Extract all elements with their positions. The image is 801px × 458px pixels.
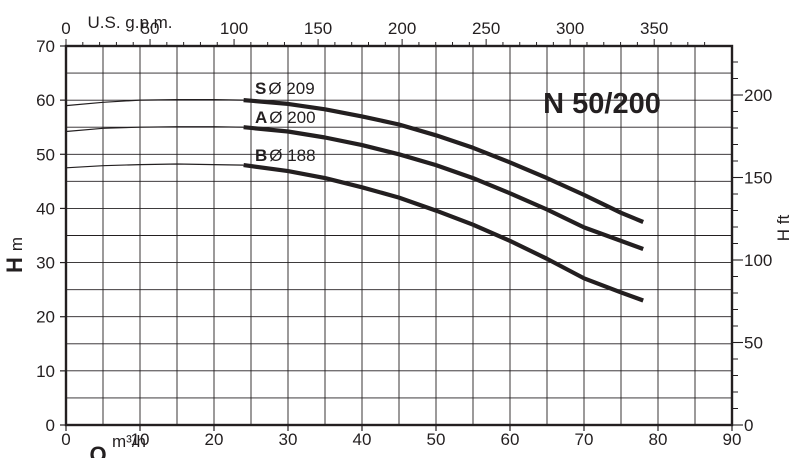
x-tick-label: 60: [501, 430, 520, 449]
y-tick-label: 40: [36, 199, 55, 218]
curve-label-letter: B: [255, 146, 267, 165]
right-tick-label: 100: [744, 251, 772, 270]
plot-frame: [60, 39, 743, 431]
model-title: N 50/200: [543, 88, 661, 120]
x-tick-label: 70: [575, 430, 594, 449]
top-axis-title: U.S. g.p.m.: [87, 13, 172, 32]
curve-label-letter: A: [255, 108, 267, 127]
right-tick-label: 0: [744, 416, 753, 435]
x-tick-label: 90: [723, 430, 742, 449]
x-tick-label: 80: [649, 430, 668, 449]
right-axis-title: H ft: [774, 215, 793, 242]
right-tick-label: 200: [744, 86, 772, 105]
x-axis-title-unit: m³/h: [112, 432, 146, 451]
series-a: [65, 125, 644, 251]
top-tick-label: 350: [640, 19, 668, 38]
curve-label-diameter: Ø 209: [268, 79, 314, 98]
left-axis-title-main: H: [2, 257, 27, 273]
top-tick-label: 50: [141, 19, 160, 38]
x-tick-label: 20: [205, 430, 224, 449]
y-tick-label: 0: [46, 416, 55, 435]
series-b: [65, 163, 644, 303]
y-tick-label: 30: [36, 254, 55, 273]
x-tick-label: 0: [61, 430, 70, 449]
x-tick-label: 40: [353, 430, 372, 449]
curve-label-diameter: Ø 188: [269, 146, 315, 165]
x-tick-label: 30: [279, 430, 298, 449]
curve-s-extrapolated: [65, 98, 244, 107]
y-tick-label: 70: [36, 37, 55, 56]
curve-label-diameter: Ø 200: [269, 108, 315, 127]
y-tick-label: 20: [36, 308, 55, 327]
plot-border: [64, 44, 734, 427]
y-tick-label: 60: [36, 91, 55, 110]
right-tick-label: 150: [744, 169, 772, 188]
top-tick-label: 200: [388, 19, 416, 38]
y-tick-label: 10: [36, 362, 55, 381]
curve-a: [243, 125, 644, 251]
curve-b-extrapolated: [65, 163, 244, 169]
left-axis-title-unit: m: [7, 237, 26, 251]
top-tick-label: 150: [304, 19, 332, 38]
top-tick-label: 0: [61, 19, 70, 38]
curve-b: [243, 163, 644, 303]
right-tick-label: 50: [744, 334, 763, 353]
series-layer: [65, 98, 645, 303]
curve-a-extrapolated: [65, 126, 244, 133]
x-tick-label: 50: [427, 430, 446, 449]
top-tick-label: 100: [220, 19, 248, 38]
x-tick-label: 10: [131, 430, 150, 449]
grid: [66, 46, 732, 425]
left-axis-title: Hm: [2, 237, 27, 273]
curve-label-letter: S: [255, 79, 266, 98]
y-tick-label: 50: [36, 145, 55, 164]
x-axis-title-main: Q: [89, 442, 106, 458]
series-s: [65, 98, 645, 224]
top-tick-label: 300: [556, 19, 584, 38]
curve-s: [243, 98, 645, 224]
top-tick-label: 250: [472, 19, 500, 38]
